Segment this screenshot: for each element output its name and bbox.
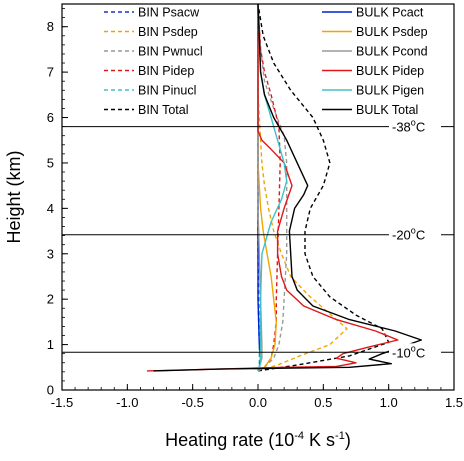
x-tick-label: 1.0 (380, 395, 398, 410)
y-tick-label: 6 (47, 110, 54, 125)
legend-label: BIN Pinucl (138, 84, 196, 98)
x-tick-label: -1.5 (51, 395, 73, 410)
legend-label: BULK Pidep (356, 64, 424, 78)
series-line-bulk-total (153, 3, 422, 372)
reference-label-bg (389, 117, 441, 136)
y-tick-label: 2 (47, 292, 54, 307)
series-line-bin-psdep (257, 4, 348, 372)
y-tick-label: 7 (47, 65, 54, 80)
series-line-bulk-psdep (257, 4, 277, 372)
y-tick-label: 3 (47, 246, 54, 261)
legend-label: BULK Total (356, 103, 418, 117)
x-tick-label: 0.0 (249, 395, 267, 410)
reference-lines: -38oC -20oC -10oC (62, 117, 454, 362)
series-line-bulk-pidep (146, 4, 399, 372)
legend-label: BIN Pwnucl (138, 45, 203, 59)
series-lines (146, 3, 422, 372)
legend-label: BIN Psdep (138, 25, 198, 39)
legend: BIN Psacw BIN Psdep BIN Pwnucl BIN Pidep BIN… (104, 6, 428, 117)
legend-label: BULK Pcact (356, 6, 424, 20)
y-tick-label: 5 (47, 155, 54, 170)
reference-label: -20oC (392, 226, 425, 243)
legend-label: BULK Psdep (356, 25, 428, 39)
reference-label-bg (389, 343, 441, 362)
series-line-bin-pwnucl (257, 3, 288, 372)
y-axis-ticks: 0 1 2 3 4 5 6 7 8 (47, 8, 68, 398)
reference-label-bg (389, 225, 441, 244)
y-axis-label: Height (km) (4, 150, 24, 243)
legend-label: BIN Pidep (138, 64, 194, 78)
y-tick-label: 0 (47, 383, 54, 398)
reference-label: -38oC (392, 118, 425, 135)
y-tick-label: 8 (47, 19, 54, 34)
series-line-bin-pidep (257, 3, 281, 372)
x-axis-label: Heating rate (10-4 K s-1) (165, 430, 351, 450)
legend-label: BULK Pigen (356, 84, 424, 98)
reference-label: -10oC (392, 343, 425, 360)
legend-label: BULK Pcond (356, 45, 428, 59)
x-axis-ticks: -1.5 -1.0 -0.5 0.0 0.5 1.0 1.5 (51, 384, 463, 410)
y-tick-label: 1 (47, 337, 54, 352)
y-tick-label: 4 (47, 201, 54, 216)
x-tick-label: -1.0 (116, 395, 138, 410)
legend-label: BIN Total (138, 103, 189, 117)
series-line-bin-total (257, 3, 390, 372)
legend-label: BIN Psacw (138, 6, 200, 20)
x-tick-label: -0.5 (181, 395, 203, 410)
x-tick-label: 1.5 (445, 395, 463, 410)
x-tick-label: 0.5 (314, 395, 332, 410)
